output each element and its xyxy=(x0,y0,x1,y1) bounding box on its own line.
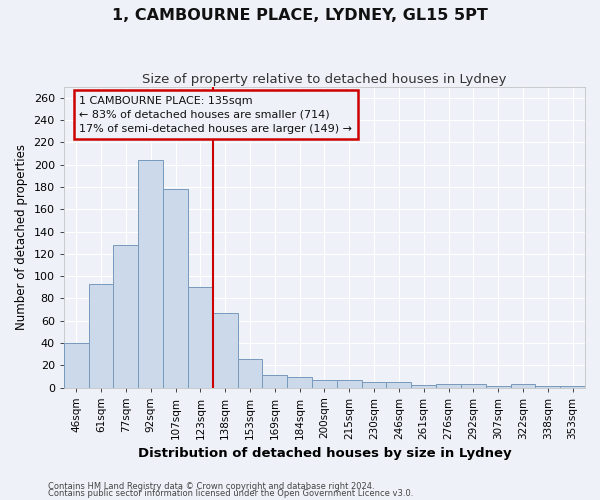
Bar xyxy=(89,284,113,388)
Bar xyxy=(436,384,461,388)
Bar xyxy=(337,380,362,388)
Bar xyxy=(188,287,213,388)
Bar xyxy=(312,380,337,388)
Text: 1, CAMBOURNE PLACE, LYDNEY, GL15 5PT: 1, CAMBOURNE PLACE, LYDNEY, GL15 5PT xyxy=(112,8,488,22)
Bar xyxy=(560,386,585,388)
Bar xyxy=(238,358,262,388)
Bar xyxy=(461,384,486,388)
Title: Size of property relative to detached houses in Lydney: Size of property relative to detached ho… xyxy=(142,72,506,86)
Bar xyxy=(262,376,287,388)
Bar xyxy=(287,378,312,388)
Bar xyxy=(411,386,436,388)
Bar xyxy=(486,386,511,388)
Text: Contains public sector information licensed under the Open Government Licence v3: Contains public sector information licen… xyxy=(48,489,413,498)
Text: Contains HM Land Registry data © Crown copyright and database right 2024.: Contains HM Land Registry data © Crown c… xyxy=(48,482,374,491)
Bar xyxy=(113,245,138,388)
Bar xyxy=(511,384,535,388)
X-axis label: Distribution of detached houses by size in Lydney: Distribution of detached houses by size … xyxy=(137,447,511,460)
Bar xyxy=(362,382,386,388)
Bar xyxy=(138,160,163,388)
Y-axis label: Number of detached properties: Number of detached properties xyxy=(15,144,28,330)
Bar xyxy=(386,382,411,388)
Text: 1 CAMBOURNE PLACE: 135sqm
← 83% of detached houses are smaller (714)
17% of semi: 1 CAMBOURNE PLACE: 135sqm ← 83% of detac… xyxy=(79,96,352,134)
Bar xyxy=(163,189,188,388)
Bar xyxy=(213,313,238,388)
Bar xyxy=(535,386,560,388)
Bar xyxy=(64,343,89,388)
